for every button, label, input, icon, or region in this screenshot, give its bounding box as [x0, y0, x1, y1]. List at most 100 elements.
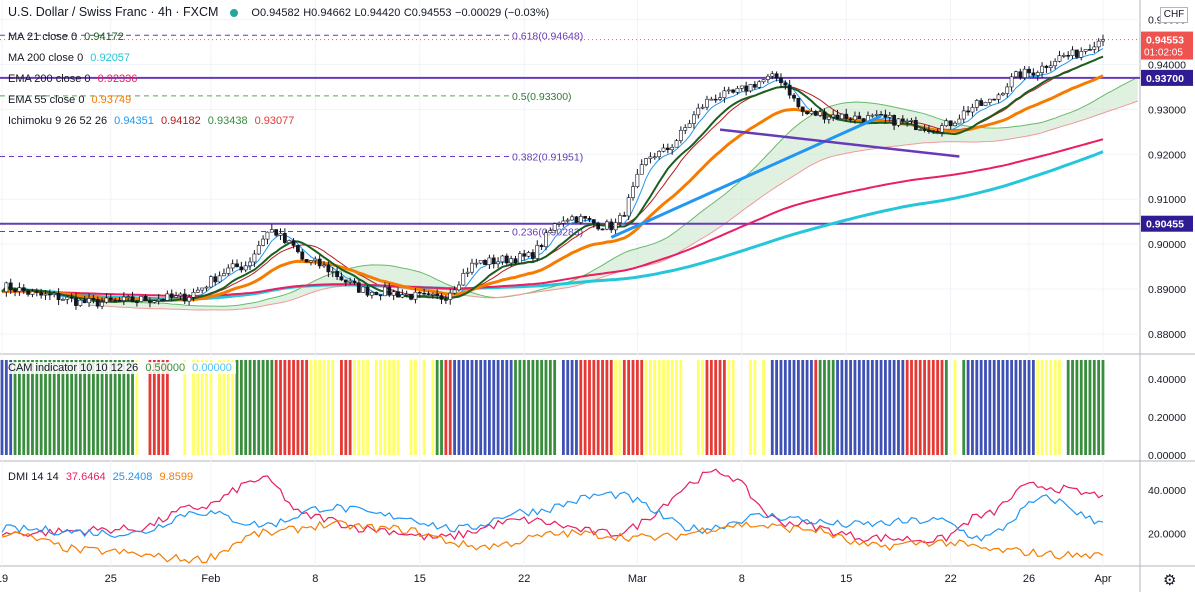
cam-bar — [853, 360, 857, 455]
candle-body — [509, 258, 514, 264]
cam-bar — [709, 360, 713, 455]
legend-value: 0.92057 — [90, 52, 131, 64]
legend-ichimoku[interactable]: Ichimoku 9 26 52 26 0.94351 0.94182 0.93… — [8, 115, 298, 127]
candle-body — [761, 79, 766, 83]
candle-body — [726, 89, 731, 92]
candle-body — [974, 100, 979, 108]
cam-tick-label: 0.00000 — [1148, 450, 1186, 462]
cam-bar — [840, 360, 844, 455]
candle-body — [404, 293, 409, 296]
cam-bar — [283, 360, 287, 455]
cam-bar — [701, 360, 705, 455]
candle-body — [104, 297, 109, 303]
cam-bar — [192, 360, 195, 455]
ohlc-open: O0.94582 — [251, 7, 300, 19]
candle-body — [387, 286, 392, 296]
cam-bar — [770, 360, 774, 455]
cam-bar — [792, 360, 796, 455]
cam-bar — [975, 360, 979, 455]
candle-body — [600, 228, 605, 231]
currency-badge[interactable]: CHF — [1160, 7, 1188, 23]
candle-body — [208, 276, 213, 288]
candle-body — [578, 216, 583, 223]
candle-body — [591, 219, 596, 224]
cam-bar — [322, 360, 326, 455]
candle-body — [435, 293, 440, 296]
candle-body — [500, 255, 505, 263]
cam-bar — [931, 360, 935, 455]
cam-bar — [1018, 360, 1022, 455]
candle-body — [322, 264, 326, 267]
candle-body — [596, 222, 601, 230]
cam-bar — [705, 360, 709, 455]
cam-bar — [779, 360, 783, 455]
cam-bar — [344, 360, 348, 455]
candle-body — [809, 111, 814, 115]
candle-body — [935, 131, 940, 133]
cam-bar — [884, 360, 887, 455]
cam-bar — [91, 360, 95, 455]
legend-ma21[interactable]: MA 21 close 0 0.94172 — [8, 31, 128, 43]
cam-bar — [470, 360, 474, 455]
candle-body — [4, 282, 9, 293]
legend-label: EMA 200 close 0 — [8, 73, 91, 85]
symbol-title[interactable]: U.S. Dollar / Swiss Franc · 4h · FXCM — [8, 5, 219, 19]
cam-bar — [48, 360, 52, 455]
cam-bar — [65, 360, 69, 455]
cam-bar — [570, 360, 574, 455]
candle-body — [787, 84, 792, 96]
candle-body — [983, 102, 988, 106]
cam-bar — [879, 360, 883, 455]
candle-body — [900, 118, 905, 122]
candle-body — [517, 253, 522, 264]
x-tick-label: 15 — [414, 573, 426, 585]
cam-bar — [366, 360, 369, 455]
candle-body — [1057, 55, 1062, 62]
ohlc-low: L0.94420 — [354, 7, 401, 19]
legend-ema55[interactable]: EMA 55 close 0 0.93749 — [8, 94, 135, 106]
cam-bar — [200, 360, 204, 455]
candle-body — [222, 273, 226, 277]
candle-body — [513, 258, 518, 264]
candle-body — [661, 147, 666, 152]
candle-body — [21, 287, 26, 292]
candle-body — [522, 253, 527, 257]
cam-bar — [183, 360, 187, 455]
legend-value: 25.2408 — [112, 471, 153, 483]
candle-body — [452, 289, 457, 294]
cam-bar — [35, 360, 39, 455]
candle-body — [239, 266, 244, 271]
candle-body — [195, 289, 200, 293]
legend-dmi[interactable]: DMI 14 14 37.6464 25.2408 9.8599 — [8, 471, 197, 483]
candle-body — [744, 85, 749, 92]
candle-body — [165, 293, 170, 301]
candle-body — [678, 129, 683, 141]
legend-ema200[interactable]: EMA 200 close 0 0.92336 — [8, 73, 141, 85]
candle-body — [13, 289, 17, 292]
cam-bar — [657, 360, 661, 455]
candle-body — [1083, 49, 1088, 52]
cam-bar — [1045, 360, 1048, 455]
candle-body — [230, 263, 235, 269]
cam-bar — [675, 360, 678, 455]
cam-bar — [561, 360, 565, 455]
candle-body — [300, 251, 305, 260]
candle-body — [430, 293, 435, 296]
candle-body — [478, 259, 483, 264]
legend-cam[interactable]: CAM indicator 10 10 12 26 0.50000 0.0000… — [8, 362, 236, 374]
candle-body — [683, 127, 688, 131]
dmi-series-line — [1, 491, 1104, 542]
legend-ma200[interactable]: MA 200 close 0 0.92057 — [8, 52, 134, 64]
gear-icon[interactable]: ⚙ — [1163, 572, 1177, 589]
cam-bar — [831, 360, 835, 455]
x-tick-label: 8 — [312, 573, 318, 585]
cam-bar — [601, 360, 604, 455]
candle-body — [126, 296, 131, 298]
moving-averages — [0, 48, 1104, 304]
cam-bar — [810, 360, 813, 455]
x-tick-label: Apr — [1094, 573, 1111, 585]
y-tick-label: 0.90000 — [1148, 239, 1186, 251]
downtrend-line — [719, 128, 960, 158]
cam-bar — [78, 360, 82, 455]
